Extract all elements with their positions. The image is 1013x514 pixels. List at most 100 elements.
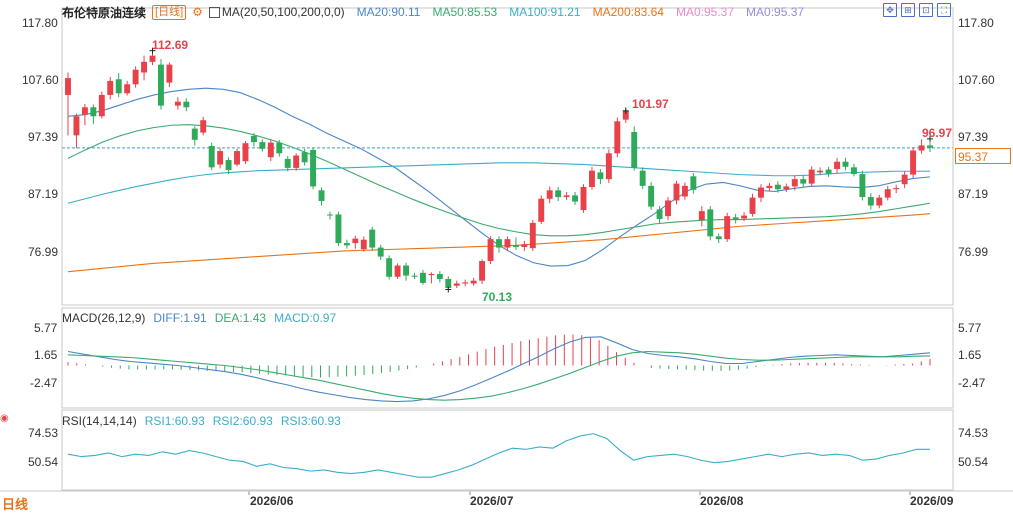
candle-body (479, 261, 486, 281)
candle-body (791, 179, 798, 187)
candle-body (749, 197, 756, 214)
candle-body (572, 195, 579, 202)
candle-body (850, 167, 857, 175)
rsi-tick-right: 50.54 (958, 455, 989, 469)
candle-body (690, 176, 697, 190)
ma100-value: MA100:91.21 (509, 5, 581, 19)
candle-body (183, 101, 190, 108)
candle-body (741, 215, 748, 219)
date-label: 2026/09 (910, 494, 954, 508)
candle-body (327, 214, 333, 216)
move-icon[interactable]: ✥ (883, 3, 897, 17)
candle-body (428, 273, 435, 276)
crosshair-marker-icon: ◉ (0, 413, 9, 424)
candle-body (208, 146, 215, 168)
candle-body (276, 142, 283, 154)
candle-body (859, 174, 866, 198)
candle-body (707, 209, 714, 237)
candle-body (580, 186, 587, 210)
candle-body (546, 190, 553, 199)
candle-body (758, 187, 764, 198)
date-label: 2026/07 (470, 494, 514, 508)
candle-body (141, 61, 148, 73)
fullscreen-icon[interactable]: ⛶ (937, 3, 951, 17)
candle-body (563, 195, 570, 198)
candle-body (783, 186, 790, 190)
candle-body (589, 170, 595, 187)
price-tick-right: 117.80 (958, 16, 994, 30)
candle-body (893, 188, 900, 190)
rsi-header: RSI(14,14,14) RSI1:60.93 RSI2:60.93 RSI3… (62, 414, 341, 428)
candle-body (665, 200, 671, 217)
candle-body (352, 238, 359, 244)
candle-body (73, 116, 80, 136)
candle-body (555, 190, 562, 198)
ma200-value: MA200:83.64 (592, 5, 664, 19)
candle-body (419, 272, 426, 283)
chart-toolbar: ✥ ⊞ ⊡ ⛶ (883, 3, 951, 17)
candle-body (259, 142, 266, 149)
price-tick-right: 87.19 (958, 187, 989, 201)
candle-body (487, 239, 494, 262)
rsi-tick-left: 74.53 (28, 426, 59, 440)
candle-body (403, 265, 409, 276)
candle-body (453, 283, 460, 286)
high-annotation: 112.69 (152, 38, 189, 52)
candle-body (910, 150, 917, 175)
zoom-icon[interactable]: ⊞ (901, 3, 915, 17)
candle-body (622, 110, 629, 120)
price-pane-frame (61, 7, 954, 306)
price-tick-left: 87.19 (28, 187, 59, 201)
candle-body (225, 160, 232, 171)
rsi3-value: RSI3:60.93 (280, 414, 341, 428)
candle-body (98, 94, 105, 117)
period-tab[interactable]: 日线 (2, 497, 29, 512)
period-selector[interactable]: [日线] (152, 4, 187, 20)
candle-body (766, 185, 773, 189)
candle-body (901, 174, 908, 185)
candle-body (529, 222, 536, 249)
candle-body (386, 258, 393, 277)
candle-body (217, 151, 224, 165)
candle-body (681, 185, 688, 197)
macd-tick-left: -2.47 (30, 376, 58, 390)
candle-body (521, 244, 528, 248)
candle-body (724, 216, 731, 240)
candle-body (656, 209, 663, 219)
candle-body (631, 131, 638, 168)
chart-grid (62, 147, 953, 495)
instrument-name: 布伦特原油连续 (62, 5, 147, 20)
candle-body (808, 169, 815, 184)
candle-body (648, 185, 655, 207)
macd-diff-line (67, 336, 931, 403)
candle-body (81, 107, 88, 115)
chart-panes (0, 7, 1013, 492)
price-tick-left: 76.99 (28, 245, 59, 259)
fit-icon[interactable]: ⊡ (919, 3, 933, 17)
date-label: 2026/08 (700, 494, 744, 508)
candle-body (876, 197, 883, 206)
candle-body (166, 64, 173, 83)
candle-body (867, 197, 874, 206)
macd-label: MACD(26,12,9) (62, 311, 146, 325)
price-tick-left: 97.39 (28, 130, 59, 144)
price-tick-right: 76.99 (958, 245, 989, 259)
candle-body (360, 239, 367, 250)
candle-body (310, 149, 317, 187)
high-annotation: 101.97 (632, 97, 669, 111)
candle-body (834, 161, 840, 170)
candle-body (335, 214, 342, 244)
rsi-pane-frame (61, 409, 954, 491)
candle-body (927, 145, 933, 148)
period-label: 日线 (158, 5, 181, 18)
candle-body (884, 189, 891, 198)
macd-diff: DIFF:1.91 (153, 311, 207, 325)
candle-body (132, 69, 139, 85)
ma50-line (67, 124, 931, 237)
macd-tick-right: -2.47 (958, 376, 986, 390)
candle-body (107, 80, 114, 95)
candle-body (293, 155, 300, 168)
gear-icon[interactable]: ⚙ (192, 5, 203, 19)
candle-body (715, 236, 722, 240)
